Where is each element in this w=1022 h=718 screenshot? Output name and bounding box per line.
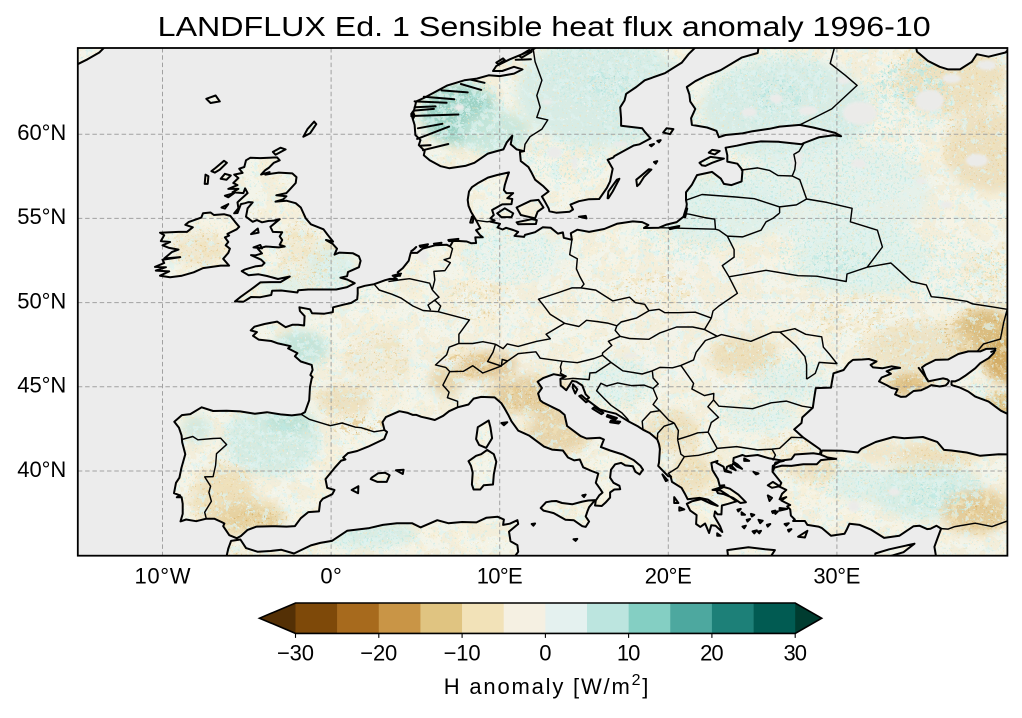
svg-text:10: 10	[617, 641, 641, 666]
svg-text:−30: −30	[277, 641, 314, 666]
svg-text:H anomaly [W/m2]: H anomaly [W/m2]	[444, 672, 650, 699]
svg-text:−10: −10	[444, 641, 481, 666]
svg-text:40°N: 40°N	[17, 457, 66, 482]
svg-text:20: 20	[700, 641, 724, 666]
svg-text:10°W: 10°W	[135, 564, 191, 589]
svg-text:60°N: 60°N	[17, 120, 66, 145]
svg-text:30°E: 30°E	[813, 564, 860, 589]
svg-text:−20: −20	[360, 641, 397, 666]
svg-text:0°: 0°	[320, 564, 342, 589]
svg-text:30: 30	[783, 641, 807, 666]
svg-text:50°N: 50°N	[17, 288, 66, 313]
svg-text:20°E: 20°E	[645, 564, 692, 589]
svg-text:LANDFLUX Ed. 1 Sensible heat f: LANDFLUX Ed. 1 Sensible heat flux anomal…	[158, 11, 931, 42]
svg-text:55°N: 55°N	[17, 204, 66, 229]
svg-text:10°E: 10°E	[477, 564, 523, 589]
svg-text:45°N: 45°N	[17, 373, 66, 398]
svg-text:0: 0	[539, 641, 551, 666]
